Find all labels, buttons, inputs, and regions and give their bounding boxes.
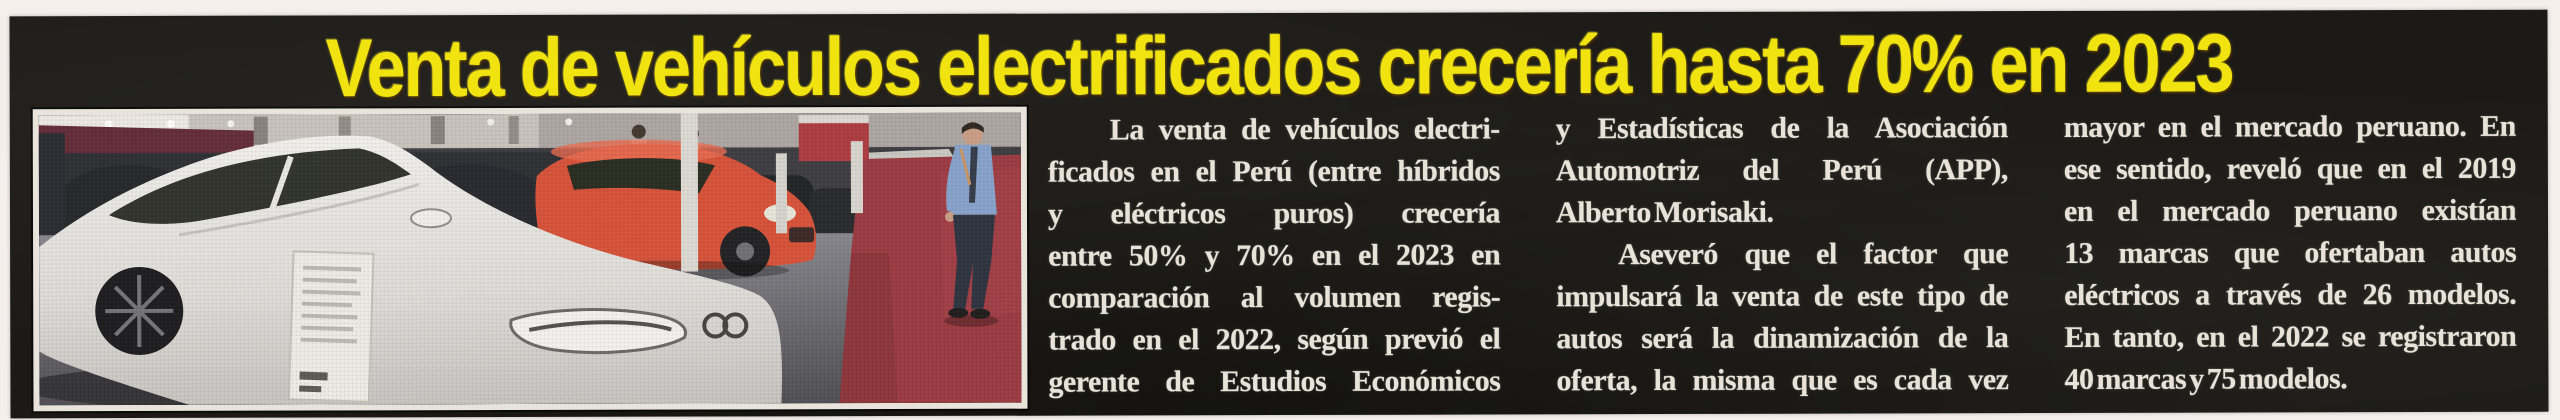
article-line: y eléctricos puros) crecería: [1047, 196, 1501, 231]
article-line: mayor en el mercado peruano. En: [2063, 109, 2516, 144]
article-body: La venta de vehículos electri-ficados en…: [1048, 106, 2517, 406]
article-line: En tanto, en el 2022 se registraron: [2064, 319, 2517, 354]
article-line: ficados en el Perú (entre híbridos: [1047, 154, 1500, 189]
article-line: Aseveró que el factor que: [1618, 237, 2009, 272]
headline-bar: Venta de vehículos electrificados crecer…: [10, 17, 2548, 114]
article-line: autos será la dinamización de la: [1556, 321, 2009, 356]
article-line: comparación al volumen regis-: [1048, 280, 1501, 315]
article-line: 40 marcas y 75 modelos.: [2064, 362, 2348, 396]
article-column-2: y Estadísticas de la Asociación Automotri…: [1556, 107, 2009, 404]
article-line: entre 50% y 70% en el 2023 en: [1048, 238, 1501, 273]
article-line: Automotriz del Perú (APP),: [1555, 153, 2008, 188]
article-column-3: mayor en el mercado peruano. En ese senti…: [2064, 106, 2517, 403]
clipping-sheet: Venta de vehículos electrificados crecer…: [9, 9, 2549, 419]
article-line: Alberto Morisaki.: [1555, 195, 1774, 230]
headline-text: Venta de vehículos electrificados crecer…: [325, 17, 2233, 114]
article-column-1: La venta de vehículos electri-ficados en…: [1048, 108, 1501, 405]
article-line: La venta de vehículos electri-: [1109, 112, 1500, 147]
article-line: 13 marcas que ofertaban autos: [2064, 235, 2517, 270]
showroom-photo: [32, 106, 1028, 412]
article-line: impulsará la venta de este tipo de: [1556, 279, 2009, 314]
article-line: ese sentido, reveló que en el 2019: [2063, 151, 2516, 186]
article-line: trado en el 2022, según previó el: [1048, 322, 1501, 357]
article-line: oferta, la misma que es cada vez: [1556, 363, 2009, 398]
article-line: en el mercado peruano existían: [2063, 193, 2517, 228]
halftone-overlay: [38, 112, 1022, 406]
article-line: gerente de Estudios Económicos: [1048, 364, 1501, 399]
showroom-photo-art: [38, 112, 1022, 406]
article-line: eléctricos a través de 26 modelos.: [2064, 277, 2517, 312]
article-line: y Estadísticas de la Asociación: [1555, 111, 2008, 146]
